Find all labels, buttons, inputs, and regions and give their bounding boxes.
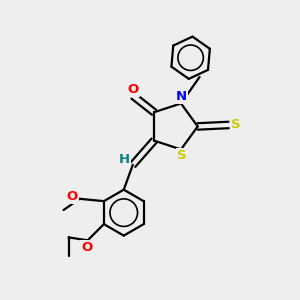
Text: S: S (177, 149, 186, 162)
Text: S: S (231, 118, 241, 131)
Text: O: O (127, 83, 138, 96)
Text: H: H (118, 153, 130, 166)
Text: N: N (176, 90, 187, 103)
Text: O: O (82, 241, 93, 254)
Text: O: O (67, 190, 78, 203)
